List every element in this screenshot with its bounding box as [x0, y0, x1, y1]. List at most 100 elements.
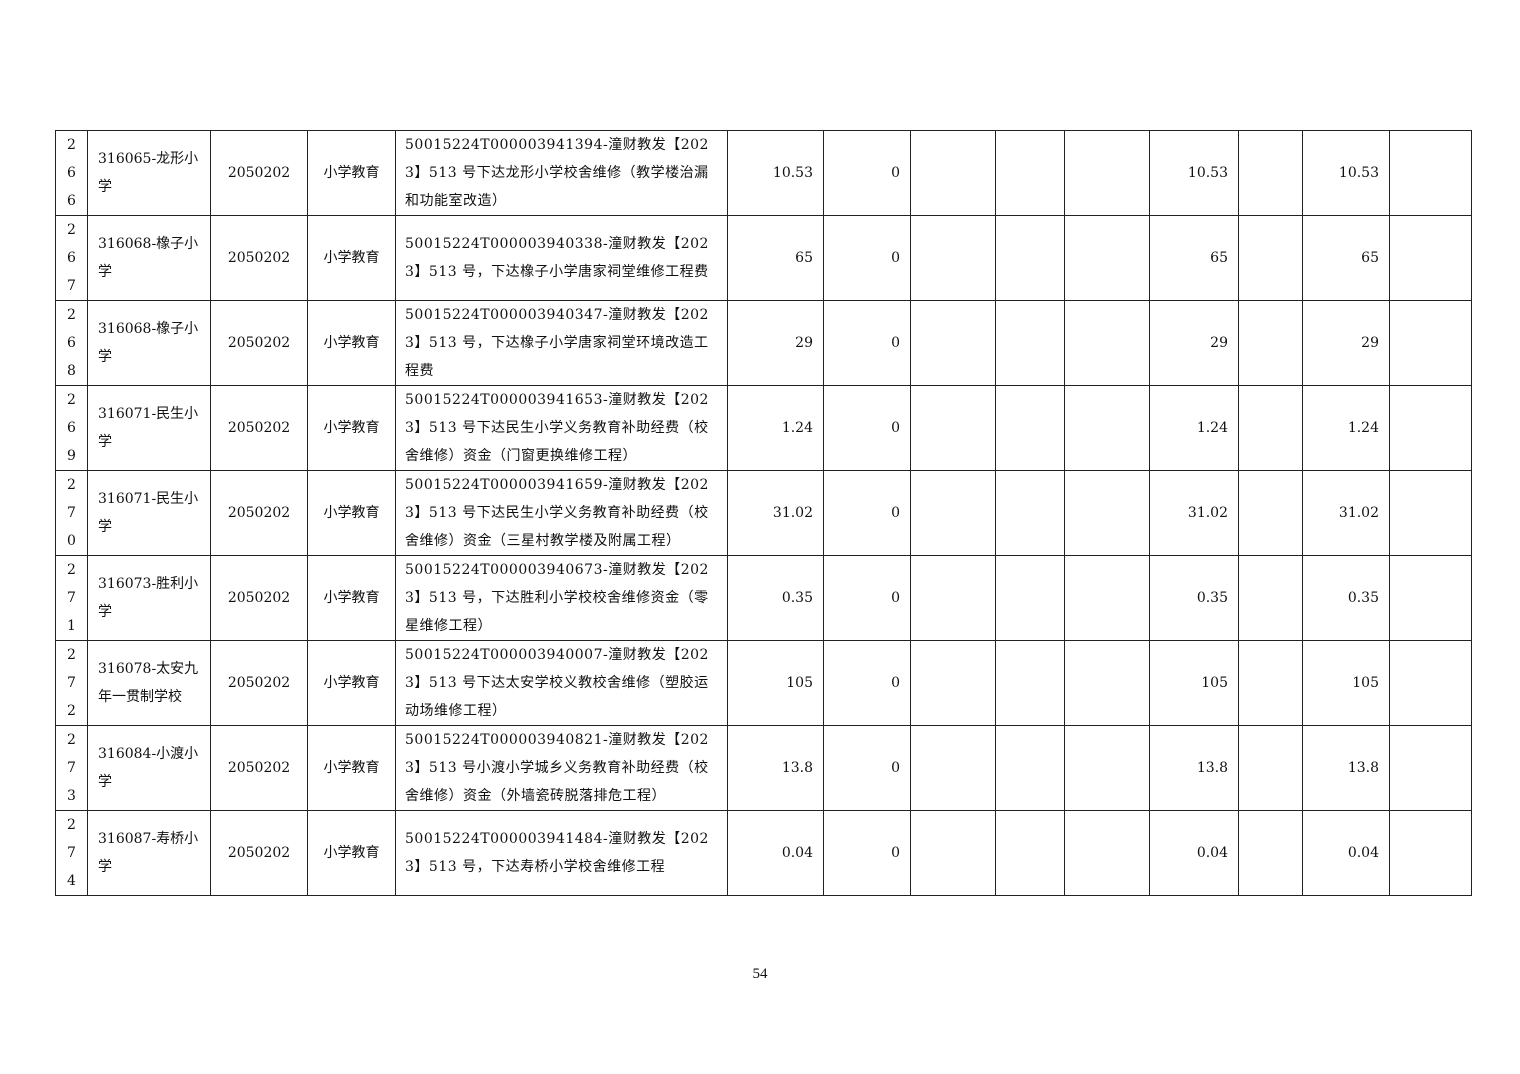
seq-cell-text: 266 [67, 137, 76, 209]
seq-cell: 268 [55, 300, 88, 386]
code-cell-text: 2050202 [227, 250, 291, 266]
amount-cell-text: 1.24 [781, 420, 813, 436]
amount-cell: 0 [823, 385, 911, 471]
project-cell: 50015224T000003941394-潼财教发【2023】513 号下达龙… [395, 130, 728, 216]
amount-cell-text: 29 [795, 335, 813, 351]
amount-cell-text: 0 [891, 335, 900, 351]
amount-cell [995, 215, 1065, 301]
unit-cell-text: 316068-橡子小学 [98, 321, 199, 365]
project-cell: 50015224T000003940821-潼财教发【2023】513 号小渡小… [395, 725, 728, 811]
table-row: 273 316084-小渡小学 2050202 小学教育 50015224T000003… [55, 725, 1472, 811]
amount-cell [995, 810, 1065, 896]
amount-cell: 65 [1149, 215, 1239, 301]
seq-cell-text: 270 [67, 477, 76, 549]
unit-cell-text: 316078-太安九年一贯制学校 [98, 661, 199, 705]
seq-cell-text: 271 [67, 562, 76, 634]
table-row: 267 316068-橡子小学 2050202 小学教育 50015224T000003… [55, 215, 1472, 301]
code-cell: 2050202 [210, 725, 308, 811]
project-cell-text: 50015224T000003941394-潼财教发【2023】513 号下达龙… [405, 137, 709, 209]
seq-cell-text: 268 [67, 307, 76, 379]
amount-cell: 0 [823, 215, 911, 301]
unit-cell-text: 316071-民生小学 [98, 406, 199, 450]
amount-cell [1238, 725, 1303, 811]
code-cell-text: 2050202 [227, 165, 291, 181]
code-cell: 2050202 [210, 810, 308, 896]
table-row: 269 316071-民生小学 2050202 小学教育 50015224T000003… [55, 385, 1472, 471]
category-cell: 小学教育 [307, 470, 396, 556]
amount-cell-text: 0 [891, 420, 900, 436]
amount-cell-text: 0 [891, 165, 900, 181]
unit-cell-text: 316087-寿桥小学 [98, 831, 199, 875]
category-cell-text: 小学教育 [323, 335, 380, 351]
amount-cell [1064, 810, 1150, 896]
amount-cell [1238, 640, 1303, 726]
category-cell-text: 小学教育 [323, 675, 380, 691]
amount-cell-text: 29 [1361, 335, 1379, 351]
amount-cell-text: 1.24 [1196, 420, 1228, 436]
amount-cell-text: 29 [1210, 335, 1228, 351]
amount-cell [995, 555, 1065, 641]
amount-cell [995, 130, 1065, 216]
category-cell: 小学教育 [307, 300, 396, 386]
code-cell: 2050202 [210, 385, 308, 471]
unit-cell-text: 316065-龙形小学 [98, 151, 199, 195]
amount-cell: 31.02 [727, 470, 824, 556]
amount-cell [1238, 810, 1303, 896]
code-cell-text: 2050202 [227, 335, 291, 351]
amount-cell [910, 725, 996, 811]
seq-cell-text: 274 [67, 817, 76, 889]
project-cell: 50015224T000003940347-潼财教发【2023】513 号，下达… [395, 300, 728, 386]
amount-cell: 1.24 [727, 385, 824, 471]
seq-cell: 267 [55, 215, 88, 301]
amount-cell-text: 0.04 [781, 845, 813, 861]
amount-cell [1064, 300, 1150, 386]
seq-cell-text: 267 [67, 222, 76, 294]
amount-cell-text: 10.53 [1187, 165, 1228, 181]
category-cell-text: 小学教育 [323, 760, 380, 776]
project-cell-text: 50015224T000003940821-潼财教发【2023】513 号小渡小… [405, 732, 709, 804]
amount-cell [1238, 555, 1303, 641]
amount-cell [1064, 640, 1150, 726]
project-cell-text: 50015224T000003940673-潼财教发【2023】513 号，下达… [405, 562, 709, 634]
category-cell-text: 小学教育 [323, 420, 380, 436]
amount-cell-text: 13.8 [1196, 760, 1228, 776]
amount-cell-text: 0.04 [1347, 845, 1379, 861]
amount-cell-text: 105 [1352, 675, 1379, 691]
unit-cell-text: 316071-民生小学 [98, 491, 199, 535]
amount-cell-text: 65 [1361, 250, 1379, 266]
amount-cell-text: 31.02 [772, 505, 813, 521]
amount-cell [1064, 215, 1150, 301]
amount-cell-text: 31.02 [1338, 505, 1379, 521]
category-cell: 小学教育 [307, 810, 396, 896]
code-cell-text: 2050202 [227, 675, 291, 691]
amount-cell: 0 [823, 470, 911, 556]
project-cell-text: 50015224T000003940347-潼财教发【2023】513 号，下达… [405, 307, 709, 379]
category-cell: 小学教育 [307, 385, 396, 471]
page-number: 54 [752, 966, 768, 982]
project-cell: 50015224T000003941653-潼财教发【2023】513 号下达民… [395, 385, 728, 471]
seq-cell-text: 269 [67, 392, 76, 464]
project-cell-text: 50015224T000003940338-潼财教发【2023】513 号，下达… [405, 236, 709, 280]
table-row: 266 316065-龙形小学 2050202 小学教育 50015224T000003… [55, 130, 1472, 216]
amount-cell-text: 10.53 [1338, 165, 1379, 181]
amount-cell [910, 640, 996, 726]
amount-cell-text: 0.35 [781, 590, 813, 606]
unit-cell: 316068-橡子小学 [87, 300, 211, 386]
seq-cell: 273 [55, 725, 88, 811]
amount-cell-text: 13.8 [781, 760, 813, 776]
amount-cell [1389, 470, 1472, 556]
amount-cell [1238, 470, 1303, 556]
seq-cell: 266 [55, 130, 88, 216]
amount-cell [1064, 385, 1150, 471]
project-cell: 50015224T000003941484-潼财教发【2023】513 号，下达… [395, 810, 728, 896]
amount-cell-text: 0.35 [1347, 590, 1379, 606]
amount-cell [910, 215, 996, 301]
amount-cell: 29 [1149, 300, 1239, 386]
code-cell-text: 2050202 [227, 760, 291, 776]
amount-cell: 0 [823, 640, 911, 726]
category-cell: 小学教育 [307, 555, 396, 641]
unit-cell-text: 316068-橡子小学 [98, 236, 199, 280]
amount-cell: 0 [823, 725, 911, 811]
amount-cell [995, 725, 1065, 811]
amount-cell: 105 [727, 640, 824, 726]
